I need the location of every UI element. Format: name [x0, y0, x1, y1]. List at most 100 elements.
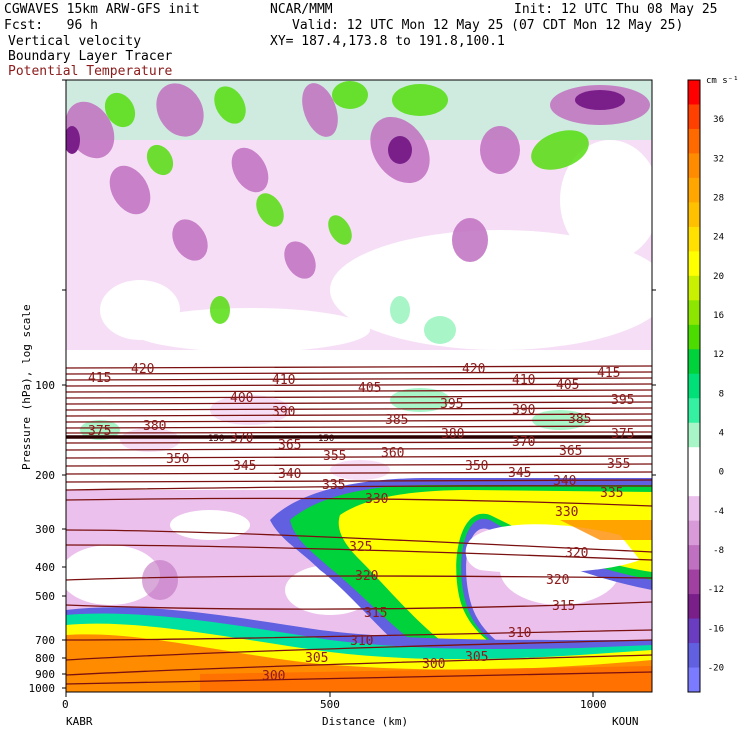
theta-label: 395 — [611, 393, 634, 408]
colorbar-swatch — [688, 398, 700, 424]
x-tick-label: 500 — [320, 698, 340, 711]
colorbar-swatch — [688, 545, 700, 571]
theta-label: 335 — [322, 478, 345, 493]
theta-label: 320 — [546, 573, 569, 588]
colorbar-swatch — [688, 520, 700, 546]
colorbar-swatch — [688, 153, 700, 179]
theta-label: 335 — [600, 486, 623, 501]
colorbar-swatch — [688, 447, 700, 473]
center-name: NCAR/MMM — [270, 2, 333, 17]
theta-label: 345 — [233, 459, 256, 474]
theta-label: 390 — [512, 403, 535, 418]
y-tick-label: 700 — [35, 634, 55, 647]
x-axis-label: Distance (km) — [322, 715, 408, 728]
theta-label: 330 — [365, 492, 388, 507]
colorbar-unit: cm s⁻¹ — [706, 76, 739, 86]
colorbar-label: 8 — [719, 389, 724, 399]
colorbar-label: 20 — [713, 272, 724, 282]
colorbar-label: -20 — [708, 664, 724, 674]
colorbar-label: 36 — [713, 115, 724, 125]
theta-label: 320 — [565, 546, 588, 561]
colorbar-label: -12 — [708, 585, 724, 595]
colorbar-label: -16 — [708, 624, 724, 634]
colorbar-swatch — [688, 104, 700, 130]
colorbar — [687, 79, 701, 693]
theta-label: 420 — [462, 362, 485, 377]
colorbar-swatch — [688, 496, 700, 522]
theta-label: 365 — [278, 438, 301, 453]
colorbar-swatch — [688, 128, 700, 154]
colorbar-swatch — [688, 226, 700, 252]
colorbar-label: -8 — [713, 546, 724, 556]
theta-label: 350 — [465, 459, 488, 474]
theta-label: 410 — [272, 373, 295, 388]
theta-label: 305 — [465, 650, 488, 665]
y-tick-label: 100 — [35, 379, 55, 392]
init-time: Init: 12 UTC Thu 08 May 25 — [514, 2, 718, 17]
theta-label: 400 — [230, 391, 253, 406]
y-tick-label: 300 — [35, 523, 55, 536]
colorbar-label: 12 — [713, 350, 724, 360]
colorbar-swatch — [688, 373, 700, 399]
colorbar-label: 16 — [713, 311, 724, 321]
y-tick-label: 1000 — [29, 682, 56, 695]
y-tick-label: 400 — [35, 561, 55, 574]
colorbar-frame — [687, 79, 701, 693]
colorbar-label: 28 — [713, 194, 724, 204]
y-axis-label: Pressure (hPa), log scale — [20, 304, 33, 470]
theta-label: 370 — [512, 435, 535, 450]
theta-label: 340 — [278, 467, 301, 482]
colorbar-swatch — [688, 251, 700, 277]
theta-label: 370 — [230, 431, 253, 446]
theta-label: 355 — [323, 449, 346, 464]
colorbar-swatch — [688, 618, 700, 644]
x-tick-label: 0 — [62, 698, 69, 711]
theta-label: 320 — [355, 569, 378, 584]
theta-label: 380 — [143, 419, 166, 434]
y-tick-label: 200 — [35, 469, 55, 482]
plot-frame — [65, 79, 653, 693]
field-potential-temperature: Potential Temperature — [8, 64, 173, 79]
theta-label: 300 — [262, 669, 285, 684]
theta-label: 375 — [88, 424, 111, 439]
x-axis — [65, 692, 594, 697]
colorbar-swatch — [688, 594, 700, 620]
y-axis — [62, 79, 656, 689]
theta-label: 405 — [358, 381, 381, 396]
theta-label: 305 — [305, 651, 328, 666]
title-left: CGWAVES 15km ARW-GFS init — [4, 2, 200, 17]
pressure-marker-label: 150 — [208, 434, 224, 444]
theta-label: 415 — [597, 366, 620, 381]
theta-contour-lines — [66, 365, 652, 685]
theta-label: 390 — [272, 405, 295, 420]
theta-label: 380 — [441, 427, 464, 442]
colorbar-swatch — [688, 300, 700, 326]
theta-label: 315 — [552, 599, 575, 614]
colorbar-label: -4 — [713, 507, 724, 517]
theta-label: 410 — [512, 373, 535, 388]
theta-label: 340 — [553, 474, 576, 489]
colorbar-swatch — [688, 275, 700, 301]
theta-label: 350 — [166, 452, 189, 467]
colorbar-swatch — [688, 667, 700, 693]
theta-label: 330 — [555, 505, 578, 520]
colorbar-labels: 36 32 28 24 20 16 12 8 4 0 -4 -8 -12 -16 -20 — [708, 115, 724, 673]
field-vertical-velocity: Vertical velocity — [8, 34, 142, 49]
colorbar-swatch — [688, 471, 700, 497]
colorbar-swatch — [688, 324, 700, 350]
upper-wave-field — [66, 80, 652, 352]
theta-label: 385 — [568, 412, 591, 427]
theta-label: 315 — [364, 606, 387, 621]
theta-label: 345 — [508, 466, 531, 481]
station-right-label: KOUN — [612, 715, 639, 728]
theta-label: 310 — [350, 634, 373, 649]
field-boundary-layer-tracer: Boundary Layer Tracer — [8, 49, 173, 64]
colorbar-swatch — [688, 80, 700, 105]
theta-label: 300 — [422, 657, 445, 672]
colorbar-label: 0 — [719, 468, 724, 478]
colorbar-swatch — [688, 643, 700, 669]
colorbar-swatch — [688, 177, 700, 203]
colorbar-swatch — [688, 349, 700, 375]
colorbar-label: 24 — [713, 233, 724, 243]
